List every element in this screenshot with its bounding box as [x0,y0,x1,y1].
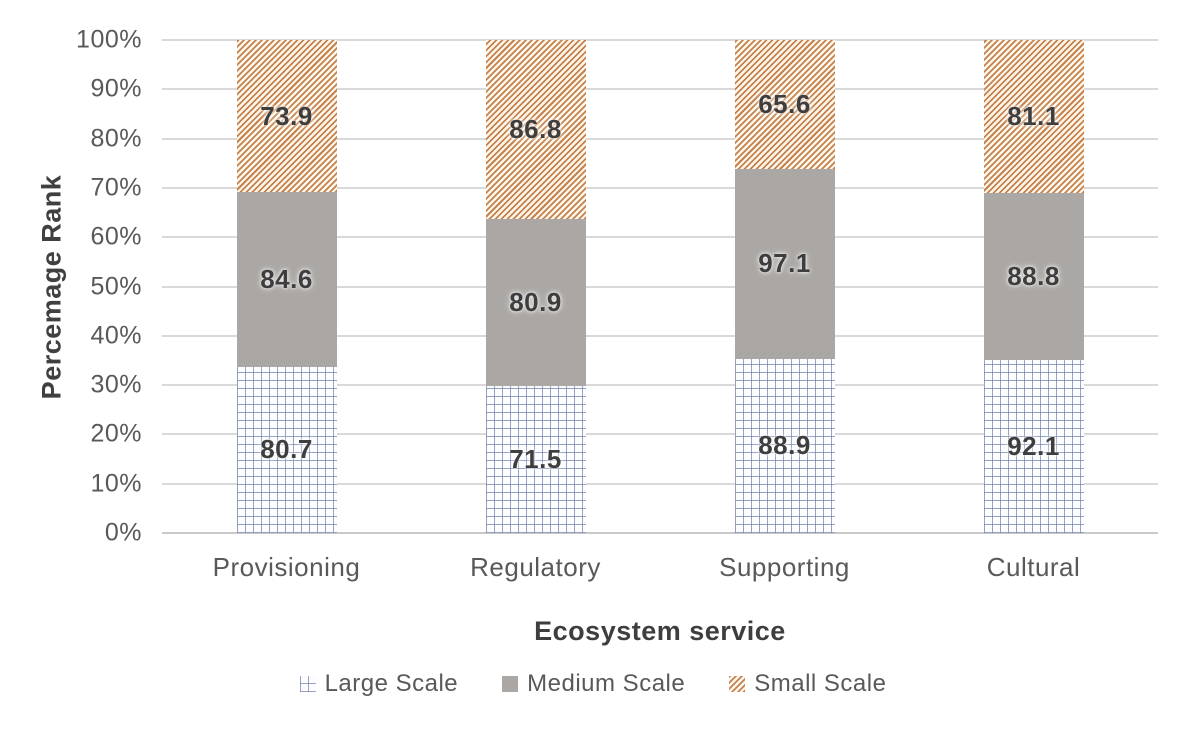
data-label: 81.1 [1007,100,1060,131]
bar-segment-large-scale: 88.9 [734,358,835,533]
bar-segment-small-scale: 73.9 [236,40,337,193]
x-axis-category-labels: Provisioning Regulatory Supporting Cultural [162,552,1158,588]
y-axis-tick-labels: 0% 10% 20% 30% 40% 50% 60% 70% 80% 90% 100% [42,26,142,547]
legend-label: Large Scale [324,670,459,697]
x-category-label-provisioning: Provisioning [212,552,361,582]
gridline [162,285,1158,288]
y-tick-label: 50% [90,272,142,300]
data-label: 86.8 [509,113,562,144]
gridline [162,137,1158,140]
y-tick-label: 60% [90,222,142,251]
legend-swatch-diagonal-hatch [729,676,746,692]
y-tick-label: 100% [76,25,142,54]
legend-swatch-solid [502,676,519,692]
legend-item-large-scale: Large Scale [299,670,459,698]
data-label: 97.1 [758,248,811,279]
legend-label: Small Scale [754,670,887,697]
x-axis-line [162,531,1158,534]
plot-area: 80.7 84.6 73.9 71.5 80.9 86.8 88.9 97.1 65.6 92.1… [162,39,1158,534]
x-category-label-supporting: Supporting [719,552,850,582]
data-label: 92.1 [1007,430,1060,461]
bar-group-provisioning: 80.7 84.6 73.9 [236,40,337,533]
data-label: 80.9 [509,286,562,317]
gridline [162,433,1158,436]
bar-segment-large-scale: 71.5 [485,385,586,533]
data-label: 71.5 [509,443,562,474]
bar-segment-medium-scale: 84.6 [236,192,337,367]
y-tick-label: 70% [90,173,142,202]
legend: Large Scale Medium Scale Small Scale [0,670,1186,698]
data-label: 65.6 [758,88,811,119]
x-category-label-cultural: Cultural [986,552,1081,582]
gridline [162,384,1158,387]
data-label: 84.6 [260,264,313,294]
legend-item-medium-scale: Medium Scale [502,670,685,698]
y-tick-label: 10% [90,469,142,498]
gridline [162,88,1158,91]
gridline [162,482,1158,485]
bar-segment-small-scale: 65.6 [734,40,835,169]
bar-segment-medium-scale: 88.8 [983,192,1084,360]
bar-segment-large-scale: 80.7 [236,366,337,533]
bar-group-supporting: 88.9 97.1 65.6 [734,40,835,533]
x-category-label-regulatory: Regulatory [470,552,601,582]
data-label: 88.9 [758,430,811,461]
bar-segment-small-scale: 86.8 [485,40,586,219]
legend-swatch-grid [299,676,316,692]
y-tick-label: 0% [104,518,142,547]
data-label: 88.8 [1007,260,1060,291]
y-tick-label: 90% [90,74,142,103]
bar-segment-medium-scale: 80.9 [485,218,586,386]
bar-segment-large-scale: 92.1 [983,359,1084,533]
gridline [162,334,1158,337]
y-tick-label: 40% [90,321,142,350]
data-label: 80.7 [260,434,313,465]
y-tick-label: 80% [90,124,142,153]
bar-group-regulatory: 71.5 80.9 86.8 [485,40,586,533]
bar-group-cultural: 92.1 88.8 81.1 [983,40,1084,533]
legend-item-small-scale: Small Scale [729,670,886,698]
legend-label: Medium Scale [527,670,686,697]
data-label: 73.9 [260,100,313,131]
gridline [162,236,1158,239]
gridline [162,39,1158,41]
y-tick-label: 30% [90,370,142,399]
bar-segment-small-scale: 81.1 [983,40,1084,193]
y-tick-label: 20% [90,419,142,448]
gridline [162,186,1158,189]
x-axis-title: Ecosystem service [534,616,786,646]
bar-segment-medium-scale: 97.1 [734,168,835,359]
